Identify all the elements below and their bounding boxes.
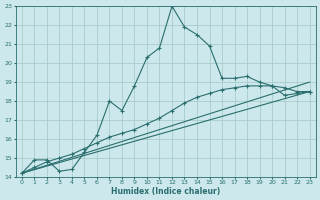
X-axis label: Humidex (Indice chaleur): Humidex (Indice chaleur) <box>111 187 220 196</box>
